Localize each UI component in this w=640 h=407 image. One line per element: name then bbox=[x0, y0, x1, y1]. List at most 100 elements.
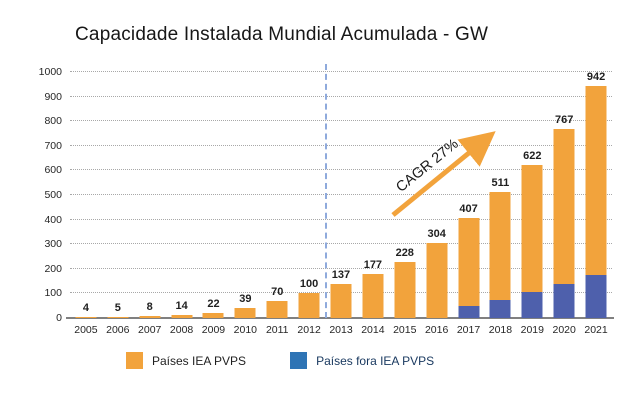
bar-value-label-2006: 5 bbox=[114, 301, 121, 314]
bar-segment-iea-2019 bbox=[521, 165, 543, 293]
bar-column-2015: 228 bbox=[389, 72, 421, 318]
bar-segment-iea-2012 bbox=[298, 293, 320, 318]
bar-column-2016: 304 bbox=[421, 72, 453, 318]
x-axis-tick-label-2009: 2009 bbox=[201, 324, 226, 336]
bar-column-2013: 137 bbox=[325, 72, 357, 318]
legend-item-iea-pvps: Países IEA PVPS bbox=[126, 352, 246, 369]
bar-column-2006: 5 bbox=[102, 72, 134, 318]
legend-swatch-orange-icon bbox=[126, 352, 143, 369]
bar-segment-fora-iea-2020 bbox=[553, 283, 575, 318]
y-axis-tick-label-100: 100 bbox=[44, 287, 62, 300]
bar-column-2017: 407 bbox=[453, 72, 485, 318]
gridline-200 bbox=[70, 267, 612, 269]
legend-label-fora-iea-pvps: Países fora IEA PVPS bbox=[316, 353, 435, 368]
x-axis-tick-label-2011: 2011 bbox=[265, 324, 289, 336]
bar-column-2021: 942 bbox=[580, 71, 612, 318]
x-axis-tick-label-2005: 2005 bbox=[74, 324, 98, 336]
bar-value-label-2018: 511 bbox=[491, 177, 510, 190]
bar-value-label-2021: 942 bbox=[586, 71, 606, 84]
bar-segment-iea-2007 bbox=[139, 316, 161, 318]
bar-segment-iea-2009 bbox=[202, 312, 224, 318]
y-axis-tick-label-400: 400 bbox=[44, 213, 62, 226]
gridline-400 bbox=[70, 218, 612, 220]
bar-value-label-2011: 70 bbox=[271, 285, 284, 298]
bar-segment-iea-2013 bbox=[330, 284, 352, 318]
bar-column-2020: 767 bbox=[548, 72, 580, 318]
bar-segment-fora-iea-2019 bbox=[521, 292, 543, 318]
legend-item-fora-iea-pvps: Países fora IEA PVPS bbox=[290, 352, 434, 369]
bar-value-label-2012: 100 bbox=[299, 278, 319, 291]
plot-area: 4 5 8 14 22 39 70 100 137 177 228 304 407 511 622 767 94… bbox=[66, 71, 614, 319]
x-axis-tick-label-2012: 2012 bbox=[297, 324, 321, 336]
x-axis-tick-label-2015: 2015 bbox=[393, 324, 417, 336]
bar-segment-iea-2020 bbox=[553, 129, 575, 284]
gridline-1000 bbox=[70, 71, 612, 72]
bar-value-label-2013: 137 bbox=[331, 269, 351, 282]
x-axis-tick-label-2020: 2020 bbox=[552, 324, 576, 336]
legend-swatch-blue-icon bbox=[290, 352, 308, 369]
y-axis-tick-label-1000: 1000 bbox=[38, 66, 62, 78]
bar-segment-iea-2016 bbox=[426, 243, 448, 318]
gridline-800 bbox=[70, 120, 612, 122]
legend: Países IEA PVPS Países fora IEA PVPS bbox=[126, 352, 434, 369]
x-axis-tick-label-2006: 2006 bbox=[106, 324, 130, 336]
y-axis-tick-label-800: 800 bbox=[44, 115, 62, 128]
y-axis: 0 100 200 300 400 500 600 700 800 900 1000 bbox=[0, 66, 62, 324]
gridline-300 bbox=[70, 243, 612, 245]
legend-label-iea-pvps: Países IEA PVPS bbox=[152, 353, 247, 368]
bar-segment-iea-2010 bbox=[234, 308, 256, 318]
x-axis-tick-label-2007: 2007 bbox=[138, 324, 162, 336]
gridline-600 bbox=[70, 169, 612, 171]
bar-segment-iea-2017 bbox=[458, 217, 480, 306]
x-axis-tick-label-2016: 2016 bbox=[424, 324, 449, 336]
bar-column-2010: 39 bbox=[229, 72, 261, 318]
bar-segment-fora-iea-2021 bbox=[585, 274, 607, 318]
bar-value-label-2015: 228 bbox=[395, 246, 414, 259]
y-axis-tick-label-0: 0 bbox=[56, 312, 62, 324]
bar-value-label-2005: 4 bbox=[82, 302, 89, 315]
chart-title: Capacidade Instalada Mundial Acumulada -… bbox=[75, 24, 489, 45]
bar-segment-fora-iea-2018 bbox=[489, 299, 511, 318]
bar-segment-iea-2018 bbox=[489, 192, 511, 300]
bar-value-label-2020: 767 bbox=[554, 114, 574, 127]
bar-column-2005: 4 bbox=[70, 72, 102, 318]
x-axis-line bbox=[66, 317, 614, 319]
y-axis-tick-label-700: 700 bbox=[44, 139, 62, 152]
bar-column-2009: 22 bbox=[198, 72, 230, 318]
x-axis-tick-label-2010: 2010 bbox=[233, 324, 258, 336]
bar-segment-iea-2015 bbox=[394, 261, 416, 318]
y-axis-tick-label-500: 500 bbox=[44, 189, 62, 201]
x-axis-tick-label-2008: 2008 bbox=[169, 324, 194, 336]
bar-value-label-2007: 8 bbox=[146, 301, 153, 314]
bar-column-2007: 8 bbox=[134, 72, 166, 318]
bar-segment-iea-2014 bbox=[362, 274, 384, 318]
gridline-500 bbox=[70, 194, 612, 195]
bar-column-2019: 622 bbox=[516, 72, 548, 318]
bar-column-2012: 100 bbox=[293, 72, 325, 318]
y-axis-tick-label-200: 200 bbox=[44, 262, 62, 275]
bar-value-label-2019: 622 bbox=[523, 150, 542, 162]
bar-value-label-2010: 39 bbox=[239, 293, 252, 306]
dashed-divider-line bbox=[325, 64, 328, 318]
bar-segment-fora-iea-2017 bbox=[458, 305, 480, 318]
x-axis-tick-label-2017: 2017 bbox=[456, 324, 481, 336]
bar-segment-iea-2011 bbox=[266, 300, 288, 318]
x-axis-tick-label-2019: 2019 bbox=[520, 324, 544, 336]
x-axis-tick-label-2021: 2021 bbox=[584, 324, 608, 336]
bar-column-2014: 177 bbox=[357, 72, 389, 318]
y-axis-tick-label-300: 300 bbox=[44, 238, 62, 251]
y-axis-tick-label-900: 900 bbox=[44, 90, 62, 103]
gridline-900 bbox=[70, 95, 612, 97]
bar-value-label-2014: 177 bbox=[363, 259, 383, 272]
bar-value-label-2008: 14 bbox=[175, 299, 188, 312]
x-axis-tick-label-2018: 2018 bbox=[488, 324, 513, 336]
x-axis-tick-label-2014: 2014 bbox=[361, 324, 385, 336]
bar-column-2008: 14 bbox=[166, 72, 198, 318]
bar-value-label-2017: 407 bbox=[459, 202, 478, 215]
bar-value-label-2009: 22 bbox=[207, 297, 220, 310]
bar-segment-iea-2006 bbox=[107, 316, 129, 318]
bar-column-2018: 511 bbox=[484, 72, 516, 318]
bar-segment-iea-2021 bbox=[585, 86, 607, 275]
bar-column-2011: 70 bbox=[261, 72, 293, 318]
